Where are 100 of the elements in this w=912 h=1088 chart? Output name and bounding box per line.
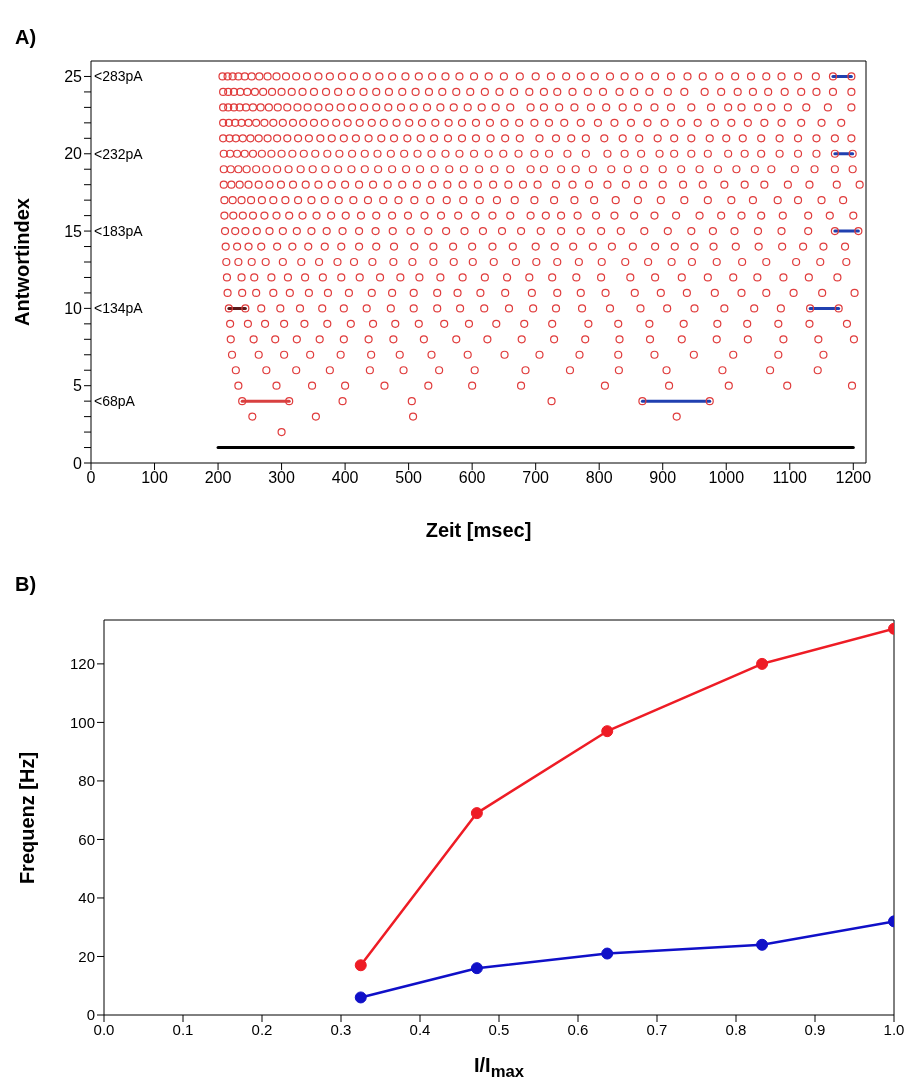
point: [252, 226, 261, 236]
point: [635, 134, 644, 143]
point: [830, 149, 839, 158]
point: [477, 103, 486, 112]
point: [618, 134, 627, 143]
point: [489, 257, 498, 267]
point: [733, 87, 742, 97]
point: [750, 165, 759, 174]
point: [560, 118, 569, 127]
point: [360, 149, 369, 158]
point: [320, 196, 329, 205]
point: [252, 288, 261, 298]
point: [318, 304, 327, 313]
point: [449, 257, 458, 267]
point: [628, 242, 637, 251]
point: [713, 165, 723, 174]
point: [224, 118, 233, 127]
point: [743, 118, 752, 127]
point: [276, 304, 285, 313]
point: [220, 211, 229, 220]
point: [774, 319, 783, 328]
point: [568, 87, 577, 97]
point: [760, 180, 769, 189]
x-tick-label: 0.4: [409, 1020, 431, 1038]
point: [539, 165, 549, 174]
point: [454, 211, 463, 220]
point: [645, 87, 654, 97]
point: [314, 103, 323, 112]
point: [249, 335, 258, 344]
point: [830, 226, 839, 236]
point: [449, 103, 458, 112]
point: [443, 134, 453, 143]
point: [488, 242, 497, 251]
point: [436, 273, 445, 282]
point: [416, 134, 425, 143]
point: [219, 149, 228, 158]
point: [753, 103, 763, 112]
point: [615, 335, 624, 344]
point: [293, 103, 302, 112]
point: [492, 196, 502, 205]
point: [231, 226, 240, 236]
x-tick-label: 1200: [835, 469, 872, 487]
point: [428, 72, 437, 81]
point: [729, 273, 738, 282]
point: [526, 165, 535, 174]
point: [847, 381, 857, 390]
point: [753, 226, 763, 236]
y-axis-title: Frequenz [Hz]: [15, 751, 39, 884]
point: [287, 87, 296, 97]
point: [403, 134, 412, 143]
point: [817, 118, 826, 127]
point: [238, 211, 247, 220]
point: [241, 304, 250, 313]
point: [354, 242, 364, 251]
point: [221, 242, 230, 251]
point: [296, 165, 305, 174]
point: [756, 938, 769, 951]
point: [333, 257, 342, 267]
point: [349, 196, 358, 205]
point: [360, 165, 369, 174]
point: [414, 319, 423, 328]
point: [323, 288, 333, 298]
point: [355, 118, 364, 127]
point: [219, 165, 228, 174]
y-tick-label: 100: [69, 713, 95, 731]
point: [367, 350, 376, 359]
point: [307, 226, 316, 236]
point: [710, 288, 719, 298]
point: [854, 226, 863, 236]
point: [386, 304, 395, 313]
point: [504, 304, 514, 313]
point: [683, 72, 692, 81]
point: [790, 165, 799, 174]
x-tick-label: 0.5: [488, 1020, 510, 1038]
point: [277, 87, 286, 97]
point: [671, 211, 681, 220]
point: [812, 87, 821, 97]
point: [570, 103, 579, 112]
point: [272, 72, 281, 81]
point: [802, 103, 811, 112]
point: [754, 242, 763, 251]
point: [389, 242, 399, 251]
point: [338, 397, 347, 406]
point: [509, 87, 519, 97]
point: [842, 319, 852, 328]
point: [490, 165, 499, 174]
point: [626, 273, 635, 282]
point: [610, 118, 619, 127]
point: [403, 211, 413, 220]
point: [273, 165, 282, 174]
point: [645, 335, 655, 344]
point: [667, 257, 676, 267]
point: [337, 242, 346, 251]
point: [244, 180, 253, 189]
point: [264, 103, 273, 112]
point: [367, 288, 376, 298]
point: [346, 87, 355, 97]
point: [710, 118, 719, 127]
point: [486, 134, 495, 143]
point: [530, 118, 539, 127]
